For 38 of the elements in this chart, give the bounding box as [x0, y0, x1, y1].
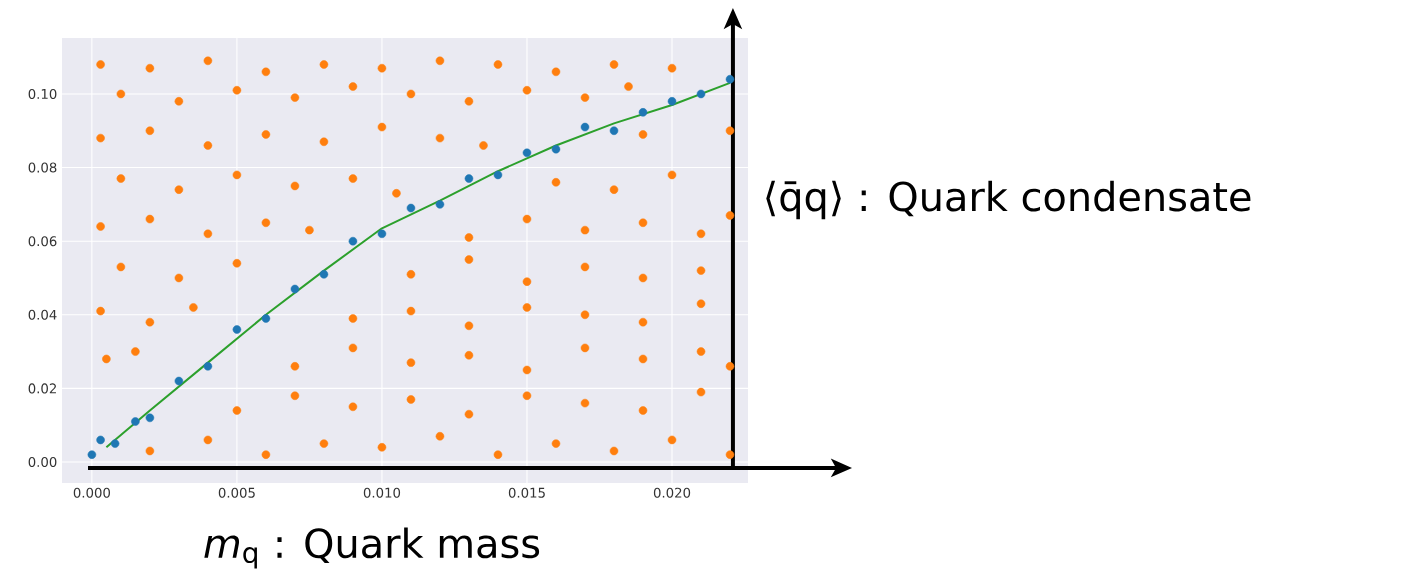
y-tick-label: 0.04 — [28, 309, 57, 320]
point — [145, 413, 155, 423]
point — [406, 203, 416, 213]
point — [348, 236, 358, 246]
x-axis-title: m$_{q}$ : Quark mass — [204, 527, 540, 569]
y-tick-label: 0.10 — [28, 88, 57, 99]
y-tick-label: 0.00 — [28, 456, 57, 468]
point — [377, 229, 387, 239]
point — [131, 417, 140, 426]
x-tick-label: 0.015 — [508, 487, 545, 498]
point — [290, 284, 300, 294]
point — [203, 362, 213, 371]
point — [87, 450, 97, 459]
x-tick-label: 0.020 — [653, 487, 691, 498]
x-tick-label: 0.000 — [73, 487, 111, 498]
point — [638, 108, 648, 117]
point — [96, 435, 105, 445]
point — [232, 325, 242, 334]
point — [174, 376, 184, 386]
point — [667, 97, 677, 106]
point — [551, 144, 561, 154]
y-tick-label: 0.06 — [28, 236, 57, 247]
point — [725, 74, 735, 84]
point — [609, 126, 619, 135]
y-axis-title: ⟨q̄q⟩ : Quark condensate — [766, 180, 1251, 220]
x-tick-label: 0.005 — [218, 487, 255, 498]
x-tick-label: 0.010 — [363, 487, 401, 498]
point — [319, 270, 329, 279]
point — [464, 174, 474, 183]
point — [580, 122, 590, 132]
y-tick-label: 0.02 — [28, 383, 56, 394]
point — [261, 314, 271, 323]
point — [435, 200, 445, 209]
point — [110, 439, 120, 448]
y-tick-label: 0.08 — [28, 162, 57, 173]
point — [696, 89, 706, 99]
point — [522, 148, 532, 158]
point — [493, 170, 503, 180]
